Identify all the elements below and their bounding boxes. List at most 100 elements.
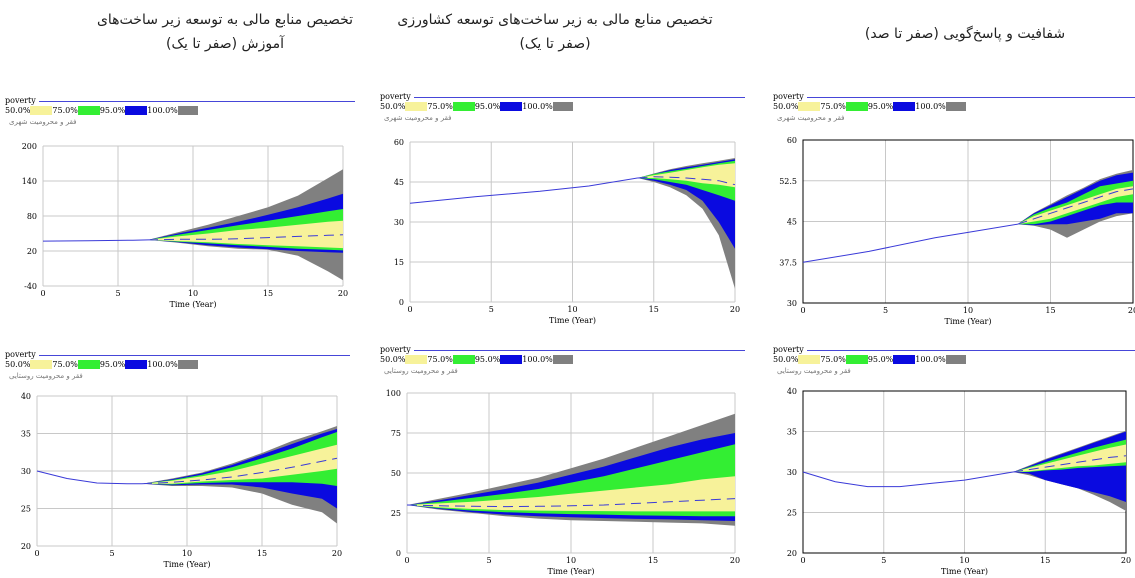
legend-swatch bbox=[500, 102, 523, 111]
legend-level-label: 75.0% bbox=[52, 106, 78, 115]
legend-level-label: 100.0% bbox=[147, 106, 178, 115]
legend-level-label: 50.0% bbox=[5, 360, 31, 369]
series-line-baseline bbox=[42, 239, 149, 242]
y-tick-label: 40 bbox=[21, 392, 31, 401]
legend-swatch bbox=[77, 106, 100, 115]
y-tick-label: 140 bbox=[22, 177, 37, 186]
x-tick-label: 15 bbox=[1040, 556, 1050, 565]
legend-level-label: 50.0% bbox=[5, 106, 31, 115]
legend-variable-name: poverty bbox=[773, 92, 804, 101]
legend-swatch bbox=[177, 106, 198, 115]
y-tick-label: 30 bbox=[21, 467, 31, 476]
series-line-median bbox=[637, 176, 736, 186]
y-tick-label: 60 bbox=[787, 136, 797, 145]
legend-top-rule bbox=[39, 355, 350, 356]
x-tick-label: 0 bbox=[800, 306, 805, 315]
y-tick-label: 30 bbox=[787, 468, 797, 477]
legend-row: 50.0% 75.0% 95.0% 100.0% bbox=[5, 106, 198, 115]
x-tick-label: 20 bbox=[730, 556, 740, 565]
series-line-median bbox=[406, 498, 736, 508]
chart-svg: 0 5 10 15 20 0 15 30 45 60 Time (Year) bbox=[394, 138, 740, 325]
legend-swatch bbox=[845, 102, 868, 111]
chart-svg: 0 5 10 15 20 30 37.5 45 52.5 60 Time (Year) bbox=[779, 136, 1135, 326]
legend-top-rule bbox=[807, 97, 1135, 98]
legend-level-label: 100.0% bbox=[915, 102, 946, 111]
legend-level-label: 100.0% bbox=[147, 360, 178, 369]
legend-level-label: 95.0% bbox=[867, 355, 894, 364]
legend-swatch bbox=[30, 360, 53, 369]
legend-top-rule bbox=[807, 350, 1135, 351]
legend-top-rule bbox=[414, 350, 745, 351]
legend-swatch bbox=[552, 355, 573, 364]
legend-swatch bbox=[893, 355, 916, 364]
x-tick-label: 10 bbox=[188, 289, 198, 298]
legend-variable-name: poverty bbox=[380, 92, 411, 101]
x-tick-label: 5 bbox=[109, 549, 114, 558]
series-line-median bbox=[147, 234, 344, 241]
chart-svg: 0 5 10 15 20 20 25 30 35 40 Time (Year) bbox=[787, 387, 1131, 576]
y-tick-label: 20 bbox=[21, 542, 31, 551]
x-tick-label: 5 bbox=[486, 556, 491, 565]
legend-swatch bbox=[77, 360, 100, 369]
chart-subtitle: فقر و محرومیت شهری bbox=[384, 114, 452, 122]
x-tick-label: 5 bbox=[489, 305, 494, 314]
chart-svg: 0 5 10 15 20 20 25 30 35 40 Time (Year) bbox=[21, 392, 342, 569]
x-tick-label: 15 bbox=[257, 549, 267, 558]
chart-subtitle: فقر و محرومیت شهری bbox=[777, 114, 845, 122]
y-tick-label: 50 bbox=[391, 469, 401, 478]
x-tick-label: 10 bbox=[963, 306, 973, 315]
x-tick-label: 0 bbox=[40, 289, 45, 298]
legend-level-label: 100.0% bbox=[522, 102, 553, 111]
legend-swatch bbox=[798, 355, 821, 364]
panel-transparency-urban: poverty 50.0% 75.0% 95.0% 100.0% فقر و محرومی… bbox=[773, 92, 1135, 329]
confidence-band-50 bbox=[1017, 186, 1133, 225]
legend-level-label: 50.0% bbox=[773, 102, 799, 111]
legend-variable-name: poverty bbox=[380, 345, 411, 354]
legend-swatch bbox=[125, 360, 148, 369]
panel-agriculture-urban: poverty 50.0% 75.0% 95.0% 100.0% فقر و محرومی… bbox=[380, 92, 745, 327]
legend-swatch bbox=[405, 102, 428, 111]
legend-level-label: 100.0% bbox=[522, 355, 553, 364]
legend-swatch bbox=[405, 355, 428, 364]
y-tick-label: 45 bbox=[787, 218, 797, 227]
x-tick-label: 0 bbox=[404, 556, 409, 565]
y-tick-label: 35 bbox=[787, 428, 797, 437]
legend-row: 50.0% 75.0% 95.0% 100.0% bbox=[773, 102, 966, 111]
legend-row: 50.0% 75.0% 95.0% 100.0% bbox=[380, 102, 573, 111]
y-tick-label: 37.5 bbox=[779, 258, 797, 267]
legend-variable-name: poverty bbox=[773, 345, 804, 354]
legend-level-label: 95.0% bbox=[99, 106, 126, 115]
legend-swatch bbox=[552, 102, 573, 111]
legend-level-label: 95.0% bbox=[99, 360, 126, 369]
x-axis-label: Time (Year) bbox=[549, 316, 596, 325]
x-tick-label: 5 bbox=[883, 306, 888, 315]
column-header-agriculture: تخصیص منابع مالی به زیر ساخت‌های توسعه ک… bbox=[390, 8, 720, 56]
legend-swatch bbox=[125, 106, 148, 115]
legend-swatch bbox=[845, 355, 868, 364]
legend-swatch bbox=[945, 355, 966, 364]
legend-level-label: 50.0% bbox=[773, 355, 799, 364]
panel-education-urban: poverty 50.0% 75.0% 95.0% 100.0% فقر و محرومی… bbox=[5, 96, 355, 321]
legend-level-label: 50.0% bbox=[380, 102, 406, 111]
legend-level-label: 75.0% bbox=[820, 102, 846, 111]
x-axis-label: Time (Year) bbox=[945, 317, 992, 326]
legend-variable-name: poverty bbox=[5, 350, 36, 359]
column-header-line2: (صفر تا یک) bbox=[519, 36, 591, 52]
series-line-baseline bbox=[409, 177, 638, 204]
legend-row: 50.0% 75.0% 95.0% 100.0% bbox=[773, 355, 966, 364]
confidence-band-50 bbox=[1013, 444, 1126, 472]
plot-frame bbox=[802, 139, 1134, 304]
series-line-median bbox=[1012, 455, 1127, 473]
series-line-median bbox=[141, 457, 338, 485]
y-tick-label: 75 bbox=[391, 429, 401, 438]
y-tick-label: 200 bbox=[22, 142, 37, 151]
chart-svg: 0 5 10 15 20 -40 20 80 140 200 Time (Year) bbox=[22, 142, 348, 309]
chart-subtitle: فقر و محرومیت روستایی bbox=[384, 367, 458, 375]
x-tick-label: 15 bbox=[648, 556, 658, 565]
legend-level-label: 95.0% bbox=[867, 102, 894, 111]
legend-swatch bbox=[500, 355, 523, 364]
x-tick-label: 0 bbox=[407, 305, 412, 314]
y-tick-label: 25 bbox=[391, 509, 401, 518]
legend-level-label: 75.0% bbox=[820, 355, 846, 364]
legend-swatch bbox=[30, 106, 53, 115]
